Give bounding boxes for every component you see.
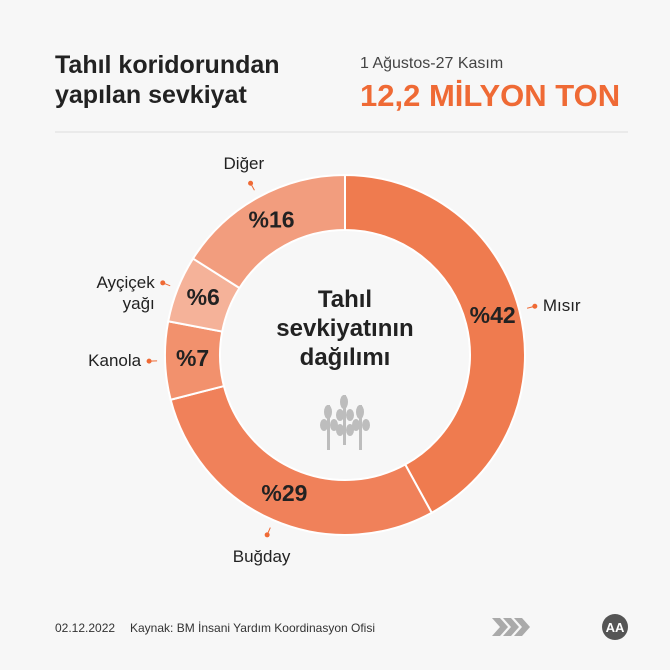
- svg-text:AA: AA: [606, 620, 625, 635]
- date: 02.12.2022: [55, 621, 116, 635]
- value-label: %7: [176, 345, 209, 371]
- value-label: %16: [249, 206, 295, 232]
- label-dot: [532, 303, 538, 309]
- wedge: [191, 173, 346, 290]
- title: Tahıl koridorundan yapılan sevkiyat: [55, 51, 280, 109]
- value-label: %6: [187, 284, 220, 310]
- label-dot: [264, 532, 270, 538]
- category-label: Diğer: [223, 153, 265, 173]
- wheat-icon: [320, 395, 370, 450]
- label-dot: [248, 180, 254, 186]
- arrows-icon: [492, 618, 530, 636]
- category-label: Mısır: [542, 296, 581, 316]
- label-dot: [146, 358, 152, 364]
- headline: 12,2 MİLYON TON: [360, 78, 621, 113]
- source: Kaynak: BM İnsani Yardım Koordinasyon Of…: [130, 621, 376, 635]
- center-label: Tahıl sevkiyatının dağılımı: [276, 286, 414, 371]
- wedge: [344, 173, 526, 515]
- category-label: Ayçiçek yağı: [96, 272, 155, 313]
- value-label: %42: [470, 302, 516, 328]
- aa-logo: AA: [602, 614, 628, 640]
- category-label: Buğday: [232, 546, 291, 566]
- value-label: %29: [261, 480, 307, 506]
- category-label: Kanola: [88, 351, 142, 371]
- label-dot: [160, 280, 166, 286]
- subtitle: 1 Ağustos-27 Kasım: [360, 55, 504, 72]
- wedge: [169, 384, 434, 536]
